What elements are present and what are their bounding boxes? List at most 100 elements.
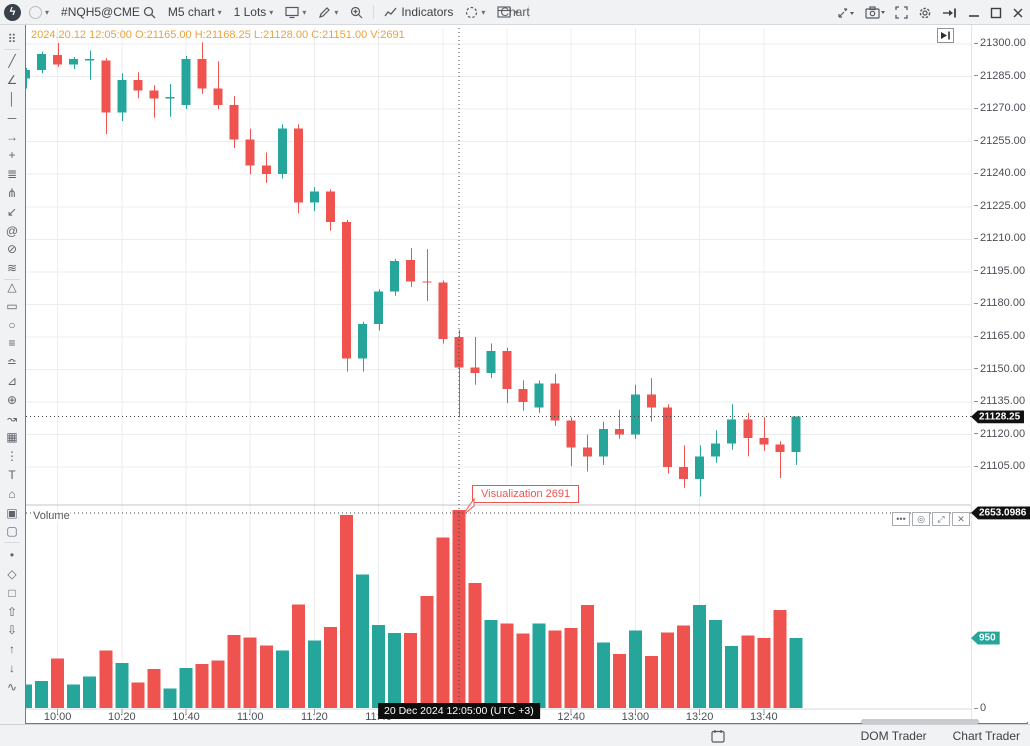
candle[interactable] [695,456,705,480]
price-axis[interactable]: 21300.00 21285.00 21270.00 21255.00 21240.00… [971,25,1028,722]
volume-bar[interactable] [677,625,691,708]
candle[interactable] [502,351,512,390]
candle[interactable] [374,291,384,324]
drawing-tools-button[interactable]: ▾ [314,4,342,21]
arrow-up-marker-icon[interactable]: ⇧ [6,604,18,619]
candle[interactable] [791,416,801,452]
volume-bar[interactable] [757,637,771,708]
candle[interactable] [245,139,255,166]
volume-bar[interactable] [195,663,209,708]
volume-bar[interactable] [725,645,739,708]
pitchfork-icon[interactable]: ⋔ [6,185,18,200]
volume-bar[interactable] [789,638,803,708]
volume-bar[interactable] [211,660,225,708]
candle[interactable] [261,165,271,175]
volume-bar[interactable] [372,624,386,708]
candle[interactable] [229,104,239,140]
volume-bar[interactable] [741,635,755,708]
candle[interactable] [518,389,528,403]
volume-bar[interactable] [275,650,289,708]
volume-bar[interactable] [693,605,707,708]
minimize-button[interactable] [968,7,980,19]
volume-bar[interactable] [612,653,626,708]
volume-bar[interactable] [340,514,353,708]
fib-expansion-icon[interactable]: ≏ [6,355,18,370]
candle[interactable] [614,429,624,435]
volume-bar[interactable] [548,630,562,708]
indicators-button[interactable]: Indicators [380,3,457,21]
volume-bar[interactable] [227,635,241,708]
volume-bar[interactable] [709,620,723,708]
arrow-marker-icon[interactable]: ↙ [6,204,18,219]
volume-bar[interactable] [773,609,787,708]
candle[interactable] [390,261,400,292]
price-label-icon[interactable]: ⌂ [8,486,16,501]
volume-bar[interactable] [468,583,482,708]
candle[interactable] [53,54,63,65]
hatching-icon[interactable]: ≋ [6,261,18,276]
volume-bar[interactable] [484,620,498,708]
ellipse-tool-icon[interactable]: ⊘ [6,242,18,257]
collapse-pane-button[interactable]: ⤢ [932,512,950,526]
lots-selector[interactable]: 1 Lots ▾ [230,3,278,21]
volume-bar[interactable] [452,510,466,708]
link-group-selector[interactable]: ▾ [25,4,53,21]
rectangle-tool-icon[interactable]: ▭ [6,298,18,313]
candle[interactable] [26,70,30,79]
candle[interactable] [582,447,592,457]
dotted-column-icon[interactable]: ⋮ [6,449,18,464]
candle[interactable] [775,444,785,452]
candle[interactable] [181,59,191,105]
dock-window-button[interactable] [837,7,855,19]
volume-bar[interactable] [356,574,370,708]
calendar-icon[interactable] [711,729,725,743]
timeframe-selector[interactable]: M5 chart ▾ [164,3,226,21]
candle[interactable] [422,281,432,283]
candle[interactable] [293,128,303,203]
vertical-line-icon[interactable]: │ [8,91,16,106]
trend-line-icon[interactable]: ╱ [8,54,16,69]
volume-bar[interactable] [131,682,145,708]
close-pane-button[interactable]: ✕ [952,512,970,526]
volume-bar[interactable] [580,605,594,708]
candle[interactable] [486,351,496,373]
screenshot-camera-button[interactable] [865,6,885,19]
candle[interactable] [534,383,544,408]
candle[interactable] [165,97,175,99]
volume-bar[interactable] [307,640,321,708]
circle-tool-icon[interactable]: ○ [8,317,16,332]
zigzag-tool-icon[interactable]: ↝ [6,411,18,426]
volume-bar[interactable] [99,650,113,708]
mention-icon[interactable]: @ [5,223,19,238]
arrow-down-marker-icon[interactable]: ⇩ [6,623,18,638]
square-marker-icon[interactable]: □ [8,585,16,600]
candle[interactable] [406,259,416,282]
candle[interactable] [727,419,737,444]
candle[interactable] [679,467,689,480]
volume-bar[interactable] [516,633,530,708]
candle[interactable] [759,437,769,445]
candle[interactable] [663,407,672,468]
volume-bar[interactable] [26,684,32,708]
volume-bar[interactable] [115,662,129,708]
symbol-selector[interactable]: #NQH5@CME [57,3,160,21]
maximize-button[interactable] [990,7,1002,19]
candle[interactable] [101,60,111,113]
layout-selector[interactable]: ▾ [493,4,522,20]
callout-icon[interactable]: ▣ [6,505,18,520]
volume-bar[interactable] [420,596,434,708]
candle[interactable] [213,88,223,105]
volume-bar[interactable] [51,658,65,708]
app-logo-icon[interactable]: ϟ [4,3,21,21]
volume-bar[interactable] [67,684,81,708]
volume-bar[interactable] [147,669,161,708]
candle[interactable] [598,429,608,457]
candle[interactable] [309,191,319,203]
volume-bar[interactable] [291,604,305,708]
drag-handle-icon[interactable]: ⠿ [7,31,17,46]
volume-bar[interactable] [436,537,450,708]
candle[interactable] [342,221,351,359]
volume-bar[interactable] [532,623,546,708]
selection-box-icon[interactable]: ▦ [6,430,18,445]
candle[interactable] [566,420,576,448]
